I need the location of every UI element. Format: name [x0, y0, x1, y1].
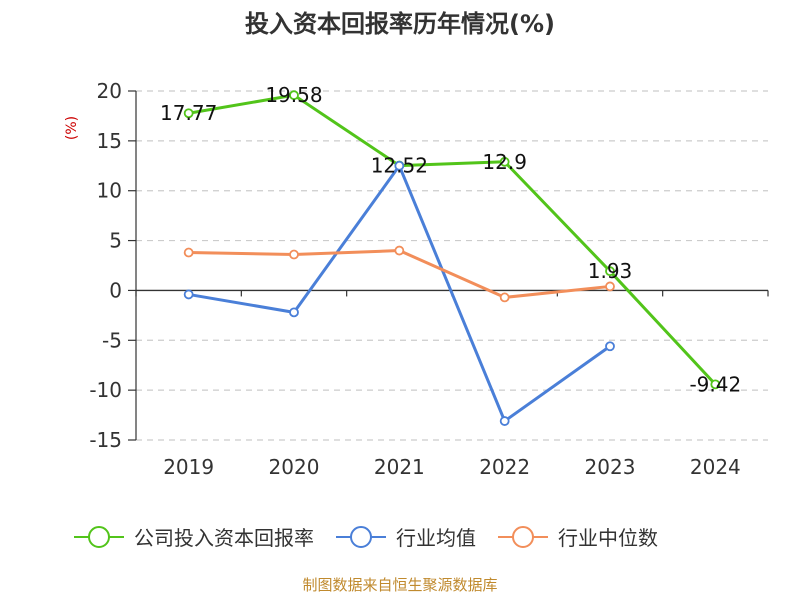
data-point[interactable]	[499, 416, 510, 426]
chart-title: 投入资本回报率历年情况(%)	[245, 10, 555, 38]
x-tick-label: 2021	[374, 455, 425, 479]
legend[interactable]: 公司投入资本回报率 行业均值 行业中位数	[74, 526, 658, 550]
y-tick-label: 15	[97, 129, 122, 153]
data-point[interactable]	[605, 266, 615, 277]
data-labels: 17.77 19.58 12.52 12.9 1.93 -9.42	[160, 83, 741, 396]
y-tick-label: 0	[109, 278, 122, 302]
x-tick-label: 2023	[585, 455, 636, 479]
data-label: -9.42	[689, 372, 741, 396]
data-point[interactable]	[394, 160, 405, 171]
data-point[interactable]	[183, 289, 194, 300]
legend-item-1[interactable]: 行业均值	[336, 526, 476, 550]
grid-lines	[136, 90, 768, 441]
x-tick-label: 2024	[690, 455, 741, 479]
series-line-0	[188, 93, 717, 386]
data-point[interactable]	[605, 281, 615, 292]
legend-swatch-marker	[88, 526, 110, 548]
data-point[interactable]	[183, 247, 194, 258]
legend-item-2[interactable]: 行业中位数	[498, 526, 658, 550]
data-point[interactable]	[394, 245, 405, 256]
x-tick-label: 2019	[163, 455, 214, 479]
data-point[interactable]	[289, 249, 299, 260]
data-label: 12.52	[371, 154, 428, 178]
data-point[interactable]	[183, 108, 194, 119]
y-tick-label: 10	[97, 179, 122, 203]
data-label: 19.58	[265, 83, 322, 107]
y-tick-label: -10	[89, 378, 122, 402]
y-tick-label: -5	[102, 328, 122, 352]
y-tick-label: -15	[89, 428, 122, 452]
legend-label: 行业均值	[396, 526, 476, 550]
data-source-footer: 制图数据来自恒生聚源数据库	[302, 576, 498, 594]
data-point[interactable]	[289, 307, 299, 318]
data-point[interactable]	[499, 292, 510, 303]
legend-swatch-marker	[512, 526, 534, 548]
legend-item-0[interactable]: 公司投入资本回报率	[74, 526, 314, 550]
data-label: 1.93	[588, 259, 633, 283]
data-label: 12.9	[482, 150, 527, 174]
data-point[interactable]	[710, 379, 721, 390]
legend-swatch-marker	[350, 526, 372, 548]
y-tick-label: 20	[97, 79, 122, 103]
x-tick-label: 2022	[479, 455, 530, 479]
data-point[interactable]	[499, 156, 510, 167]
x-tick-label: 2020	[269, 455, 320, 479]
legend-label: 公司投入资本回报率	[134, 526, 314, 550]
series-lines	[183, 90, 721, 426]
data-label: 17.77	[160, 101, 217, 125]
legend-label: 行业中位数	[558, 526, 658, 550]
data-point[interactable]	[605, 341, 615, 352]
y-tick-label: 5	[109, 229, 122, 253]
data-point[interactable]	[289, 90, 299, 101]
y-axis-label: (%)	[64, 116, 80, 140]
axes: 20 15 10 5 0 -5 -10 -15 2019 2020 2021 2022 2023 2024	[89, 79, 769, 479]
